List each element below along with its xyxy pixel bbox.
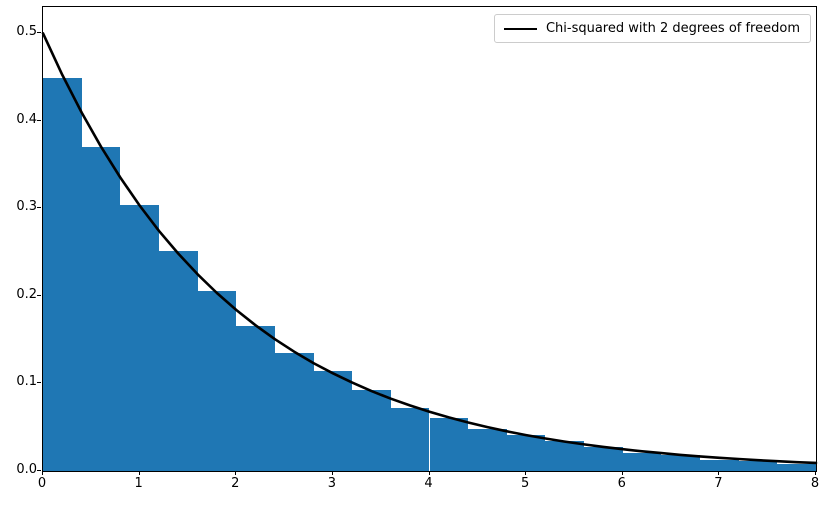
y-tick-label: 0.2	[16, 287, 37, 303]
y-tick-mark	[37, 470, 41, 471]
histogram-bar	[777, 464, 816, 471]
plot-area: Chi-squared with 2 degrees of freedom	[41, 6, 818, 472]
histogram-bar	[158, 251, 198, 471]
y-tick-label: 0.0	[16, 462, 37, 478]
x-tick-label: 8	[810, 476, 820, 491]
x-tick-label: 1	[134, 476, 143, 491]
legend-line-sample	[503, 27, 537, 30]
histogram-bar	[661, 455, 701, 471]
histogram-bars	[43, 7, 816, 471]
x-tick-mark	[42, 471, 43, 475]
histogram-bar	[43, 77, 82, 471]
histogram-bar	[700, 459, 739, 471]
y-tick-label: 0.3	[16, 199, 37, 215]
x-tick-mark	[718, 471, 720, 475]
y-tick-label: 0.5	[16, 24, 37, 40]
density-curve-path	[41, 31, 818, 465]
y-tick-mark	[37, 119, 41, 121]
y-tick-mark	[37, 294, 41, 296]
histogram-bar	[120, 204, 159, 471]
histogram-bar	[81, 147, 121, 471]
y-tick-mark	[37, 382, 41, 384]
legend: Chi-squared with 2 degrees of freedom	[493, 14, 811, 43]
histogram-bar	[506, 435, 546, 471]
histogram-bar	[622, 452, 662, 471]
histogram-bar	[429, 417, 469, 471]
x-tick-label: 4	[424, 476, 433, 491]
x-tick-label: 3	[327, 476, 337, 491]
histogram-bar	[313, 371, 353, 471]
x-tick-mark	[428, 471, 430, 475]
histogram-bar	[738, 461, 778, 471]
x-tick-label: 5	[520, 476, 530, 491]
x-tick-mark	[525, 471, 527, 475]
x-tick-label: 0	[37, 476, 47, 491]
x-tick-label: 7	[714, 476, 723, 491]
x-tick-label: 2	[231, 476, 240, 491]
x-tick-mark	[815, 471, 816, 475]
histogram-bar	[468, 428, 507, 471]
histogram-bar	[197, 290, 237, 471]
histogram-bar	[352, 390, 391, 471]
histogram-bar	[545, 441, 585, 471]
density-curve	[41, 31, 818, 465]
histogram-bar	[274, 352, 314, 471]
x-tick-mark	[331, 471, 333, 475]
y-tick-mark	[37, 207, 41, 209]
y-tick-mark	[37, 32, 41, 34]
histogram-bar	[236, 325, 275, 471]
x-tick-mark	[621, 471, 623, 475]
y-tick-label: 0.1	[16, 374, 37, 390]
y-tick-label: 0.4	[16, 112, 37, 127]
histogram-bar	[390, 407, 430, 471]
x-tick-mark	[235, 471, 237, 475]
x-tick-label: 6	[617, 476, 626, 491]
histogram-bar	[584, 447, 623, 471]
x-tick-mark	[138, 471, 140, 475]
legend-label: Chi-squared with 2 degrees of freedom	[545, 21, 800, 36]
